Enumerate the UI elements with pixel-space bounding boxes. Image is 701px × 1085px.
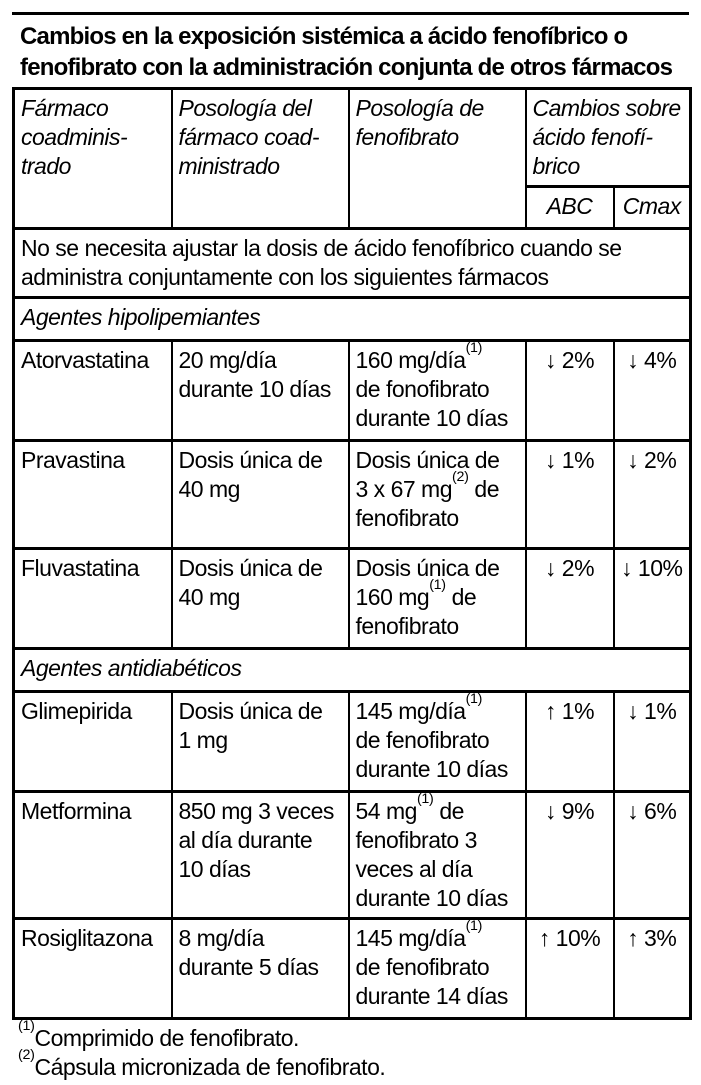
col-header-cmax: Cmax [612,185,692,230]
drug-name-cell: Metformina [12,790,173,920]
table-row-metformina: Metformina 850 mg 3 veces al día durante… [12,790,692,920]
col-header-posologia-farmaco: Posología del fármaco coad- ministrado [170,87,350,230]
drug-name-cell: Atorvastatina [12,339,173,442]
abc-value-cell: ↑ 10% [524,917,615,1020]
sub-header-row: ABC Cmax [14,185,692,230]
col-header-cambios-acido-fenofibrico: Cambios sobre ácido fenofí- brico [524,87,692,188]
drug-name-cell: Glimepirida [12,690,173,793]
col-header-posologia-fenofibrato: Posología de fenofibrato [347,87,527,230]
abc-value-cell: ↓ 1% [524,439,615,550]
fenofibrate-dose-cell: 145 mg/día(1) de fenofibrato durante 10 … [347,690,527,793]
co-drug-dose-cell: 850 mg 3 veces al día durante 10 días [170,790,350,920]
footnote-2-text: Cápsula micronizada de fenofibrato. [34,1054,386,1080]
table-row-fluvastatina: Fluvastatina Dosis única de 40 mg Dosis … [12,547,692,650]
fenofibrate-dose-cell: 160 mg/día(1) de fonofibrato durante 10 … [347,339,527,442]
no-adjustment-note-row: No se necesita ajustar la dosis de ácido… [12,227,692,299]
cmax-value-cell: ↓ 10% [612,547,692,650]
table-row-pravastina: Pravastina Dosis única de 40 mg Dosis ún… [12,439,692,550]
footnote-marker: (1) [429,576,446,593]
abc-value-cell: ↑ 1% [524,690,615,793]
fenofibrate-dose-cell: 54 mg(1) de fenofibrato 3 veces al día d… [347,790,527,920]
footnote-marker: (1) [416,791,434,807]
footnote-1: (1)Comprimido de fenofibrato. [18,1018,689,1053]
footnote-marker: (2) [452,468,469,485]
drug-interaction-table: Fármaco coadminis- trado Posología del f… [12,87,692,1020]
col-header-farmaco-coadministrado: Fármaco coadminis- trado [12,87,173,230]
co-drug-dose-cell: Dosis única de 40 mg [170,547,350,650]
footnote-1-text: Comprimido de fenofibrato. [34,1025,300,1051]
footnote-marker: (1) [465,918,483,934]
section-row-hipolipemiantes: Agentes hipolipemiantes [12,296,692,342]
drug-name-cell: Rosiglitazona [12,917,173,1020]
co-drug-dose-cell: Dosis única de 40 mg [170,439,350,550]
header-row: Fármaco coadminis- trado Posología del f… [12,87,692,230]
fenofibrate-dose-cell: Dosis única de 160 mg(1) de fenofibrato [347,547,527,650]
col-header-abc: ABC [524,185,615,230]
no-adjustment-note: No se necesita ajustar la dosis de ácido… [12,227,692,299]
table-header: Fármaco coadminis- trado Posología del f… [12,87,692,230]
drug-name-cell: Fluvastatina [12,547,173,650]
footnote-marker: (1) [465,691,483,707]
section-label-hipolipemiantes: Agentes hipolipemiantes [12,296,692,342]
abc-value-cell: ↓ 2% [524,547,615,650]
cmax-value-cell: ↓ 1% [612,690,692,793]
cmax-value-cell: ↓ 2% [612,439,692,550]
cmax-value-cell: ↓ 4% [612,339,692,442]
drug-name-cell: Pravastina [12,439,173,550]
footnote-2-marker: (2) [18,1046,35,1063]
table-body: No se necesita ajustar la dosis de ácido… [12,227,692,1020]
footnote-1-marker: (1) [18,1017,35,1034]
co-drug-dose-cell: 20 mg/día durante 10 días [170,339,350,442]
footnote-marker: (1) [465,340,483,356]
top-rule [12,12,689,15]
co-drug-dose-cell: Dosis única de 1 mg [170,690,350,793]
fenofibrate-dose-cell: Dosis única de 3 x 67 mg(2) de fenofibra… [347,439,527,550]
footnotes: (1)Comprimido de fenofibrato. (2)Cápsula… [18,1018,689,1082]
section-row-antidiabeticos: Agentes antidiabéticos [12,647,692,693]
table-title: Cambios en la exposición sistémica a áci… [20,23,673,81]
table-row-rosiglitazona: Rosiglitazona 8 mg/día durante 5 días 14… [12,917,692,1020]
cmax-value-cell: ↑ 3% [612,917,692,1020]
section-label-antidiabeticos: Agentes antidiabéticos [12,647,692,693]
fenofibrate-dose-cell: 145 mg/día(1) de fenofibrato durante 14 … [347,917,527,1020]
footnote-2: (2)Cápsula micronizada de fenofibrato. [18,1047,689,1082]
table-row-glimepirida: Glimepirida Dosis única de 1 mg 145 mg/d… [12,690,692,793]
co-drug-dose-cell: 8 mg/día durante 5 días [170,917,350,1020]
abc-value-cell: ↓ 9% [524,790,615,920]
abc-value-cell: ↓ 2% [524,339,615,442]
table-row-atorvastatina: Atorvastatina 20 mg/día durante 10 días … [12,339,692,442]
cmax-value-cell: ↓ 6% [612,790,692,920]
